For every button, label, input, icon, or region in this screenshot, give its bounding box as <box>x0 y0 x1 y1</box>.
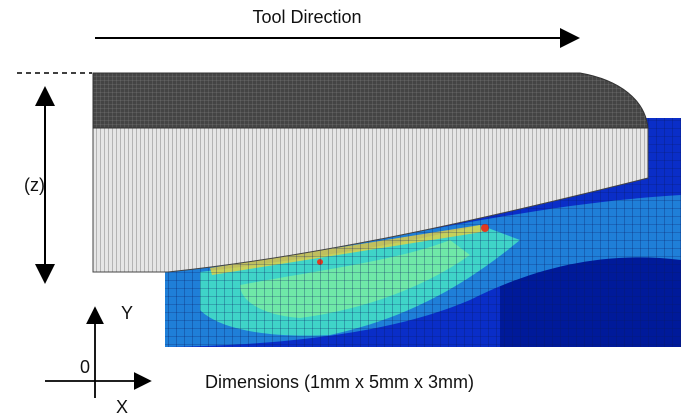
caption: Dimensions (1mm x 5mm x 3mm) <box>205 372 474 392</box>
axes-triad <box>45 306 152 398</box>
x-axis-label: X <box>116 397 128 417</box>
z-label: (z) <box>24 175 45 195</box>
y-axis-label: Y <box>121 303 133 323</box>
title: Tool Direction <box>252 7 361 27</box>
origin-label: 0 <box>80 357 90 377</box>
tool <box>92 72 649 273</box>
